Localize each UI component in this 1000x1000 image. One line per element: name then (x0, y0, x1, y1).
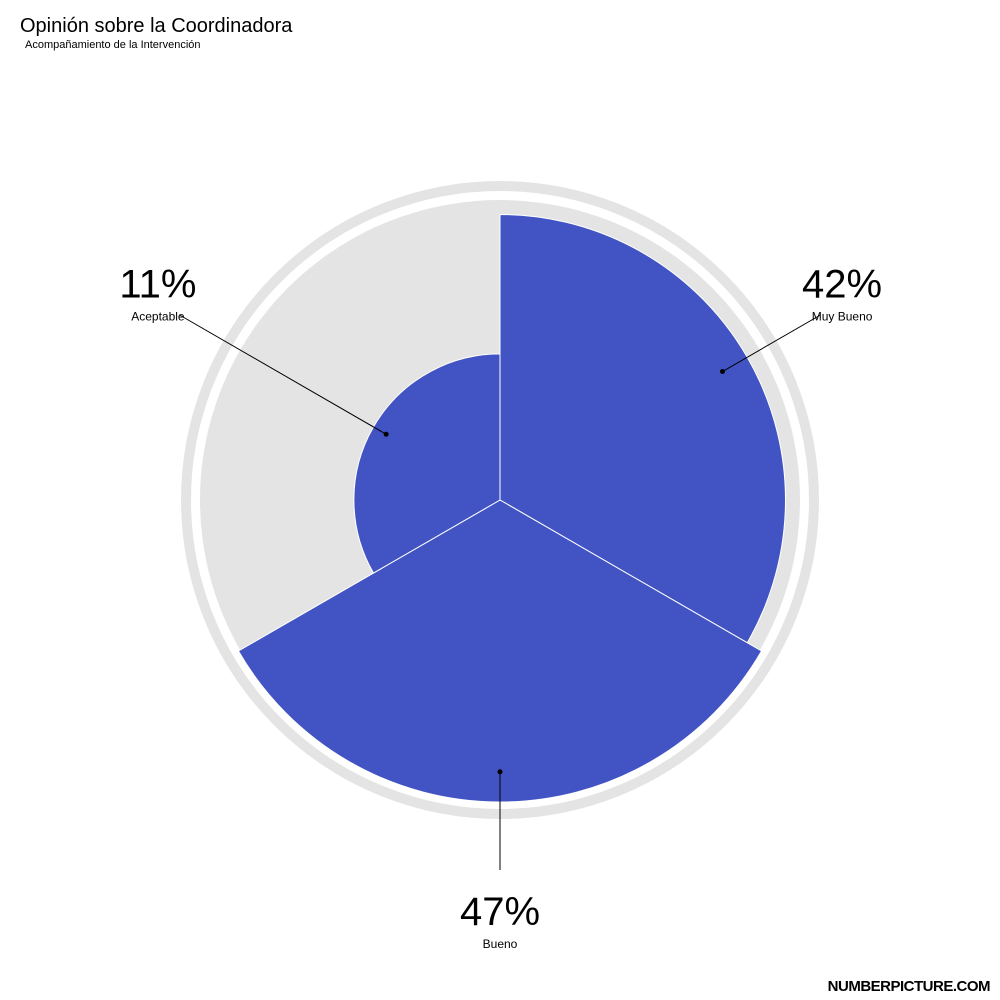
category-label-bueno: Bueno (483, 937, 518, 951)
chart-subtitle: Acompañamiento de la Intervención (25, 39, 201, 51)
leader-line-muy-bueno (722, 314, 821, 372)
chart-title: Opinión sobre la Coordinadora (20, 15, 293, 37)
leader-line-aceptable (179, 314, 387, 435)
category-label-aceptable: Aceptable (131, 310, 185, 324)
percent-label-aceptable: 11% (119, 263, 196, 307)
percent-label-muy-bueno: 42% (802, 263, 882, 307)
category-label-muy-bueno: Muy Bueno (812, 310, 873, 324)
percent-label-bueno: 47% (460, 890, 540, 934)
watermark-logo: NUMBERPICTURE.COM (827, 978, 991, 995)
